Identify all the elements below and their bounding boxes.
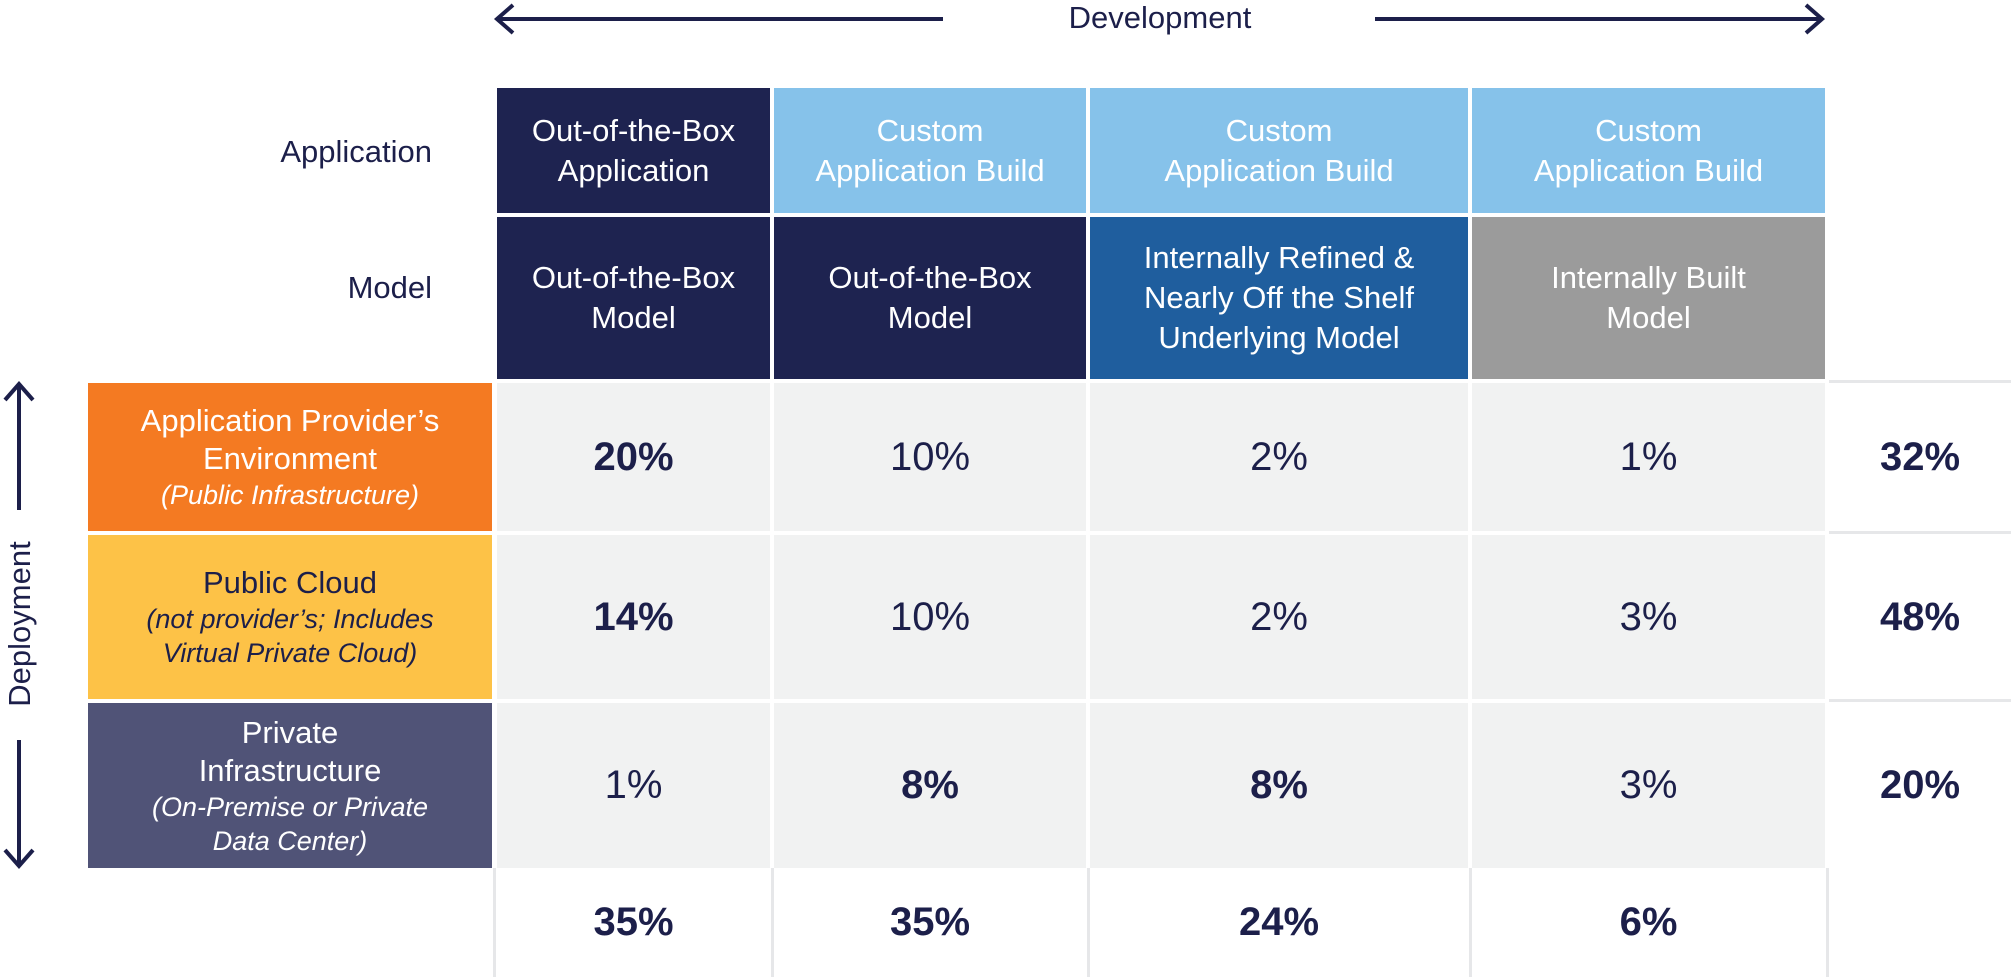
row-total: 32%: [1879, 434, 1961, 479]
deployment-label: Deployment: [2, 541, 37, 707]
header-application-col3: Custom Application Build: [1090, 88, 1468, 213]
total-separator: [1829, 380, 2011, 383]
deployment-row-public-cloud: Public Cloud (not provider’s; Includes Vi…: [88, 535, 492, 699]
value-cell: 10%: [774, 535, 1086, 699]
header-application-col4: Custom Application Build: [1472, 88, 1825, 213]
deployment-arrow: [3, 380, 35, 870]
total-separator: [1829, 531, 2011, 534]
development-label: Development: [1068, 0, 1252, 35]
header-model-col1: Out-of-the-Box Model: [497, 217, 770, 379]
header-model-col2: Out-of-the-Box Model: [774, 217, 1086, 379]
header-model-col4: Internally Built Model: [1472, 217, 1825, 379]
header-application-col2: Custom Application Build: [774, 88, 1086, 213]
value-cell: 1%: [1472, 383, 1825, 531]
column-total: 35%: [889, 900, 971, 944]
total-separator: [1469, 868, 1472, 977]
application-row-label: Application: [280, 134, 432, 169]
model-row-label: Model: [347, 270, 432, 305]
row-total: 20%: [1879, 763, 1961, 807]
row-total: 48%: [1879, 594, 1961, 639]
column-total: 35%: [593, 900, 674, 944]
value-cell: 10%: [774, 383, 1086, 531]
column-total: 6%: [1619, 900, 1678, 944]
total-separator: [1087, 868, 1090, 977]
total-separator: [1826, 868, 1829, 977]
header-model-col3: Internally Refined & Nearly Off the Shelf…: [1090, 217, 1468, 379]
value-cell: 14%: [497, 535, 770, 699]
value-cell: 8%: [774, 703, 1086, 868]
development-arrow: [493, 3, 1826, 35]
total-separator: [493, 868, 496, 977]
column-total: 24%: [1238, 900, 1320, 944]
value-cell: 3%: [1472, 535, 1825, 699]
total-separator: [771, 868, 774, 977]
value-cell: 1%: [497, 703, 770, 868]
value-cell: 3%: [1472, 703, 1825, 868]
total-separator: [1829, 699, 2011, 702]
deployment-row-provider-environment: Application Provider’s Environment (Publi…: [88, 383, 492, 531]
value-cell: 20%: [497, 383, 770, 531]
value-cell: 8%: [1090, 703, 1468, 868]
value-cell: 2%: [1090, 535, 1468, 699]
header-application-col1: Out-of-the-Box Application: [497, 88, 770, 213]
deployment-row-private-infrastructure: Private Infrastructure (On-Premise or Pri…: [88, 703, 492, 868]
value-cell: 2%: [1090, 383, 1468, 531]
